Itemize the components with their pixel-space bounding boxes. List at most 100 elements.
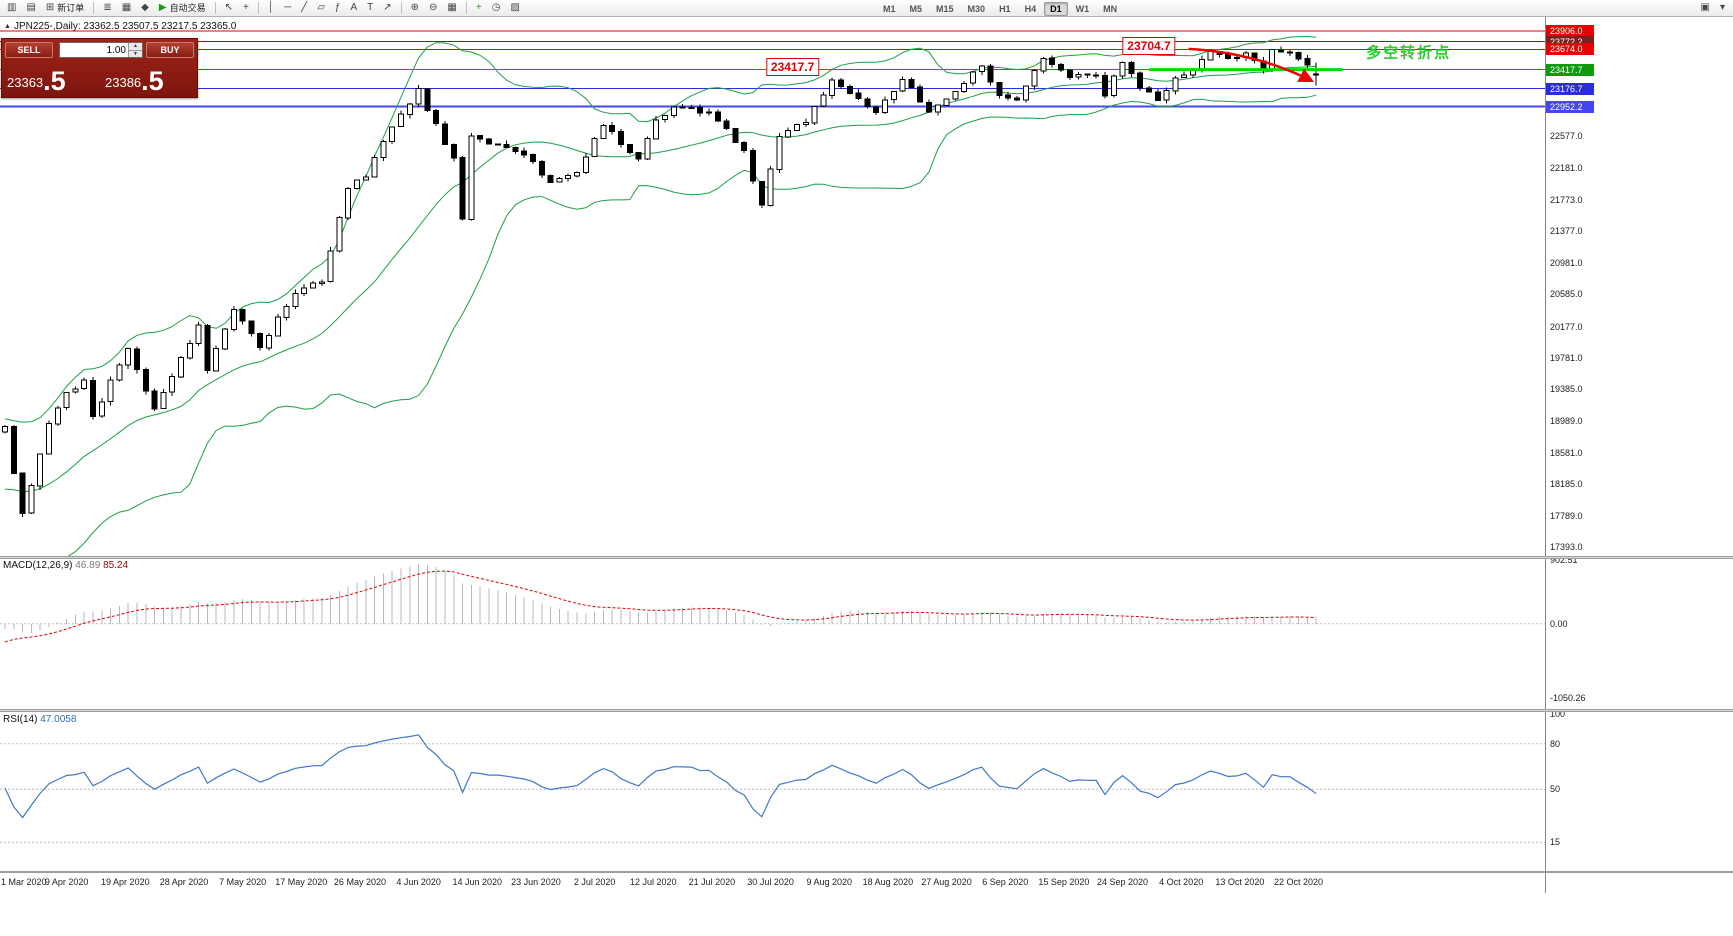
price-level-box: 23176.7 — [1546, 82, 1594, 95]
zoom-out-icon-button[interactable]: ⊖ — [425, 1, 441, 15]
pane-separator[interactable] — [0, 871, 1733, 873]
bollinger-bands-layer — [4, 35, 1317, 556]
rsi-tick-label: 15 — [1550, 837, 1561, 848]
data-window-icon-button[interactable]: ▦ — [118, 1, 135, 15]
volume-input[interactable] — [60, 43, 128, 57]
profiles-icon: ▤ — [26, 2, 36, 13]
sell-price[interactable]: 23363 .5 — [7, 61, 66, 95]
one-click-toggle-icon[interactable]: ▲ — [4, 23, 11, 30]
toolbar-divider — [257, 2, 259, 14]
zoom-in-icon-button[interactable]: ⊕ — [407, 1, 423, 15]
horizontal-line-icon-button[interactable]: ─ — [280, 1, 295, 15]
volume-up-button[interactable]: ▲ — [133, 43, 138, 49]
volume-spinner: ▲ ▼ — [128, 43, 142, 57]
date-label: 7 May 2020 — [219, 877, 267, 887]
timeframe-bar: M1 M5 M15 M30 H1 H4 D1 W1 MN — [876, 1, 1124, 16]
pane-separator[interactable] — [0, 709, 1733, 712]
timeframe-mn[interactable]: MN — [1103, 3, 1118, 14]
pane-separator[interactable] — [0, 556, 1733, 559]
new-order-button[interactable]: ⊞ 新订单 — [42, 1, 88, 15]
volume-down-button[interactable]: ▼ — [129, 49, 142, 58]
crosshair-icon: + — [242, 2, 249, 13]
autotrading-button[interactable]: ▶ 自动交易 — [155, 1, 210, 15]
date-label: 22 Oct 2020 — [1273, 877, 1324, 887]
buy-button[interactable]: BUY — [146, 42, 194, 58]
price-tick-label: 20585.0 — [1550, 289, 1583, 300]
window-restore-icon[interactable]: ▣ — [1700, 2, 1710, 13]
candles-layer — [2, 46, 1320, 518]
price-tick-label: 20177.0 — [1550, 321, 1583, 332]
add-indicator-icon-button[interactable]: + — [472, 1, 486, 15]
timeframe-m15[interactable]: M15 — [936, 3, 954, 14]
date-label: 19 Apr 2020 — [101, 877, 150, 887]
price-annotation-23704[interactable]: 23704.7 — [1122, 36, 1176, 55]
new-chart-icon-button[interactable]: ▥ — [3, 1, 20, 15]
market-watch-icon-button[interactable]: ≣ — [99, 1, 115, 15]
timeframe-h1[interactable]: H1 — [999, 3, 1011, 14]
arrows-icon-button[interactable]: ↗ — [379, 1, 395, 15]
timeframe-m5[interactable]: M5 — [909, 3, 923, 14]
date-label: 4 Oct 2020 — [1159, 877, 1204, 887]
rsi-label-text: RSI(14) — [3, 714, 38, 725]
cursor-icon-button[interactable]: ↖ — [221, 1, 237, 15]
date-label: 12 Jul 2020 — [629, 877, 677, 887]
price-tick-label: 18989.0 — [1550, 415, 1583, 426]
date-label: 18 Aug 2020 — [862, 877, 914, 887]
text-icon: A — [350, 2, 358, 13]
autotrading-label: 自动交易 — [169, 3, 206, 13]
text-icon-button[interactable]: A — [346, 1, 361, 15]
date-label: 1 Mar 2020 — [1, 877, 47, 887]
one-click-trading-panel: SELL ▲ ▼ BUY 23363 .5 23386 .5 — [1, 38, 198, 98]
autotrading-icon: ▶ — [158, 2, 167, 13]
fibonacci-icon-button[interactable]: ƒ — [331, 1, 345, 15]
equidistant-channel-icon-button[interactable]: ▱ — [313, 1, 329, 15]
main-chart-plot[interactable] — [0, 17, 1545, 556]
price-tick-label: 22577.0 — [1550, 131, 1583, 142]
sell-button[interactable]: SELL — [5, 42, 53, 58]
buy-price[interactable]: 23386 .5 — [105, 61, 164, 95]
macd-signal-value: 85.24 — [103, 560, 129, 571]
price-tick-label: 19385.0 — [1550, 384, 1583, 395]
price-axis[interactable]: 23906.0 23772.2 23674.0 23417.7 23176.7 22952… — [1545, 17, 1733, 893]
vertical-line-icon-button[interactable]: │ — [264, 1, 278, 15]
down-trend-arrow[interactable] — [1188, 47, 1315, 83]
zoom-out-icon: ⊖ — [429, 2, 438, 13]
navigator-icon-button[interactable]: ◆ — [137, 1, 153, 15]
rsi-label: RSI(14) 47.0058 — [3, 714, 76, 725]
macd-main-value: 46.89 — [75, 560, 101, 571]
sell-price-main: 23363 — [7, 75, 44, 90]
tile-windows-icon-button[interactable]: ▦ — [443, 1, 460, 15]
macd-label: MACD(12,26,9) 46.89 85.24 — [3, 560, 128, 571]
new-order-icon: ⊞ — [45, 2, 55, 13]
text-label-icon-button[interactable]: T — [363, 1, 377, 15]
timeframe-h4[interactable]: H4 — [1024, 3, 1037, 14]
vertical-line-icon: │ — [267, 2, 275, 13]
date-label: 6 Sep 2020 — [982, 877, 1029, 887]
template-icon-button[interactable]: ▨ — [506, 1, 523, 15]
arrows-icon: ↗ — [383, 2, 392, 13]
crosshair-icon-button[interactable]: + — [239, 1, 253, 15]
trend-line-icon-button[interactable]: ╱ — [297, 1, 311, 15]
toolbar-divider — [214, 2, 216, 14]
price-tick-label: 18581.0 — [1550, 448, 1583, 458]
timeframe-m30[interactable]: M30 — [967, 3, 986, 14]
profiles-icon-button[interactable]: ▤ — [22, 1, 39, 15]
period-icon-button[interactable]: ◷ — [488, 1, 505, 15]
timeframe-d1[interactable]: D1 — [1044, 1, 1068, 16]
equidistant-channel-icon: ▱ — [317, 2, 325, 13]
rsi-plot[interactable] — [0, 712, 1545, 871]
price-annotation-23417[interactable]: 23417.7 — [765, 57, 820, 76]
text-label-icon: T — [367, 2, 374, 13]
timeframe-w1[interactable]: W1 — [1075, 3, 1090, 14]
buy-price-pips: .5 — [141, 66, 164, 96]
time-axis[interactable]: 1 Mar 2020 9 Apr 2020 19 Apr 2020 28 Apr 20… — [0, 873, 1733, 893]
window-menu-icon[interactable]: ▾ — [1719, 2, 1725, 13]
timeframe-m1[interactable]: M1 — [883, 3, 896, 14]
chart-title: ▲ JPN225-,Daily: 23362.5 23507.5 23217.5… — [4, 21, 236, 32]
sell-price-pips: .5 — [43, 66, 66, 96]
date-label: 26 May 2020 — [333, 877, 386, 887]
macd-plot[interactable] — [0, 559, 1545, 709]
date-label: 28 Apr 2020 — [159, 877, 209, 887]
chinese-note-text[interactable]: 多空转折点 — [1366, 44, 1452, 62]
